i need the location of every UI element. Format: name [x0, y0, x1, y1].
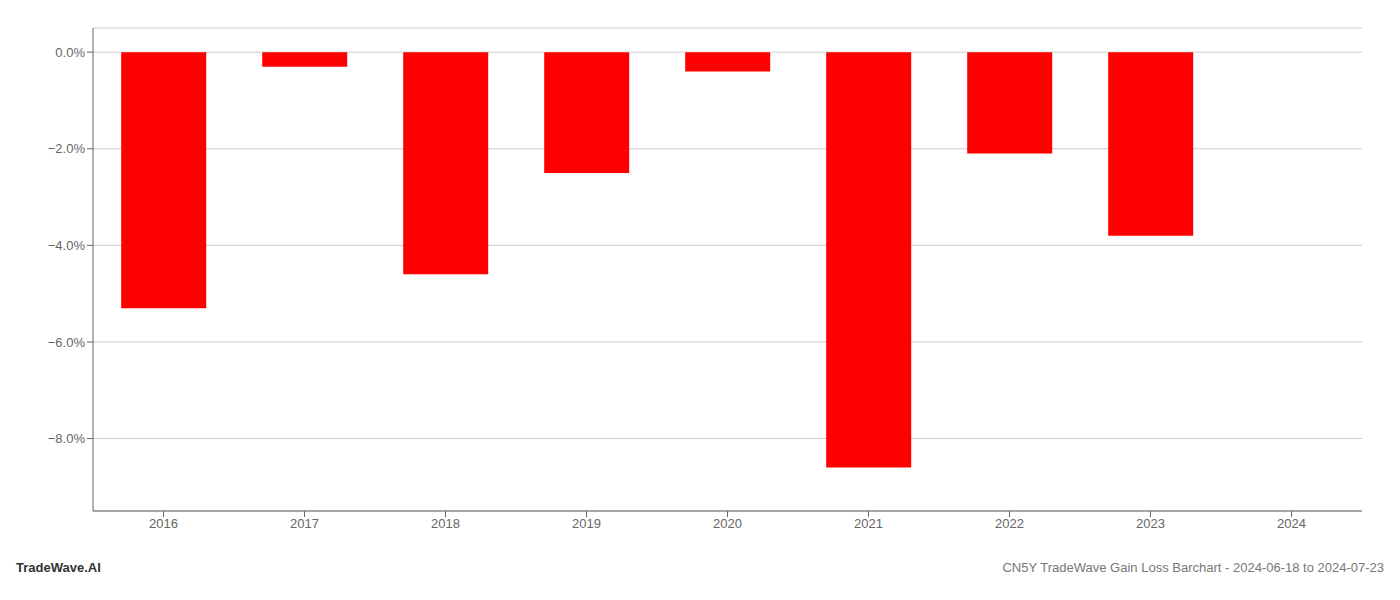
svg-text:−8.0%: −8.0%	[48, 431, 86, 446]
svg-text:2020: 2020	[713, 516, 742, 531]
svg-text:2021: 2021	[854, 516, 883, 531]
svg-text:0.0%: 0.0%	[55, 45, 85, 60]
html-text:TradeWave.AI: TradeWave.AI	[16, 560, 101, 575]
svg-text:2016: 2016	[149, 516, 178, 531]
svg-text:−4.0%: −4.0%	[48, 238, 86, 253]
html-text:CN5Y TradeWave Gain Loss Barch: CN5Y TradeWave Gain Loss Barchart - 2024…	[1002, 560, 1384, 575]
svg-text:−6.0%: −6.0%	[48, 335, 86, 350]
svg-text:−2.0%: −2.0%	[48, 141, 86, 156]
svg-text:2023: 2023	[1136, 516, 1165, 531]
svg-text:2024: 2024	[1277, 516, 1306, 531]
svg-text:2018: 2018	[431, 516, 460, 531]
svg-text:2022: 2022	[995, 516, 1024, 531]
svg-text:2017: 2017	[290, 516, 319, 531]
svg-text:2019: 2019	[572, 516, 601, 531]
